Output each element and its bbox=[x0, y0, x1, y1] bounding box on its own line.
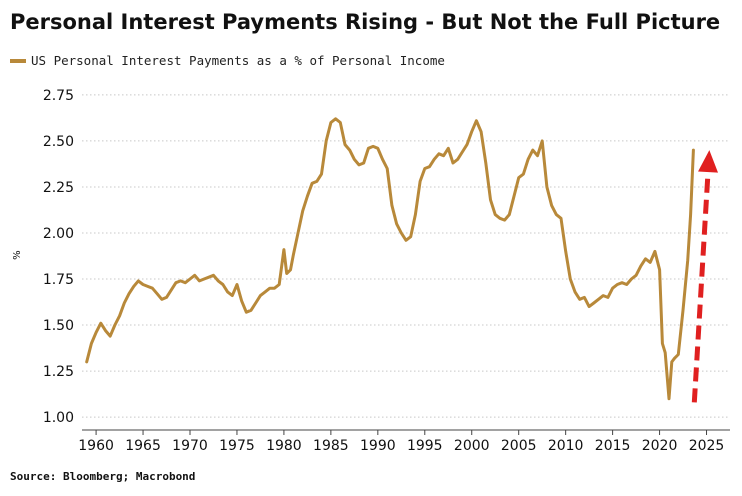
x-tick-label: 2000 bbox=[454, 438, 490, 454]
y-tick-label: 1.25 bbox=[43, 364, 74, 380]
trend-arrow-shaft-0 bbox=[691, 171, 711, 403]
source-note: Source: Bloomberg; Macrobond bbox=[10, 470, 196, 483]
x-tick-label: 1970 bbox=[172, 438, 208, 454]
x-tick-label: 2020 bbox=[642, 438, 678, 454]
x-tick-label: 1995 bbox=[407, 438, 443, 454]
x-tick-label: 1985 bbox=[313, 438, 349, 454]
y-axis: 1.00 1.25 1.50 1.75 2.00 2.25 2.50 2.75% bbox=[12, 88, 74, 426]
y-tick-label: 2.25 bbox=[43, 180, 74, 196]
series-layer bbox=[85, 117, 695, 401]
x-tick-label: 2015 bbox=[595, 438, 631, 454]
y-tick-label: 1.00 bbox=[43, 410, 74, 426]
x-tick-label: 2025 bbox=[689, 438, 725, 454]
x-tick-label: 1960 bbox=[78, 438, 114, 454]
annotation-layer bbox=[691, 150, 719, 403]
x-tick-label: 1980 bbox=[266, 438, 302, 454]
trend-arrow-head-0 bbox=[698, 150, 719, 173]
legend-label: US Personal Interest Payments as a % of … bbox=[31, 53, 445, 68]
gridlines bbox=[82, 94, 730, 418]
x-tick-label: 1975 bbox=[219, 438, 255, 454]
series-line-0 bbox=[85, 117, 695, 401]
x-tick-label: 1990 bbox=[360, 438, 396, 454]
legend: US Personal Interest Payments as a % of … bbox=[10, 53, 445, 68]
x-tick-label: 2005 bbox=[501, 438, 537, 454]
x-tick-label: 2010 bbox=[548, 438, 584, 454]
y-tick-label: 2.50 bbox=[43, 134, 74, 150]
y-tick-label: 1.50 bbox=[43, 318, 74, 334]
x-axis: 1960 1965 1970 1975 1980 1985 1990 1995 2000 2005… bbox=[78, 429, 730, 454]
legend-swatch bbox=[10, 58, 26, 63]
x-tick-label: 1965 bbox=[125, 438, 161, 454]
chart-title: Personal Interest Payments Rising - But … bbox=[10, 10, 721, 34]
y-axis-label: % bbox=[12, 250, 23, 260]
y-tick-label: 2.00 bbox=[43, 226, 74, 242]
y-tick-label: 2.75 bbox=[43, 88, 74, 104]
y-tick-label: 1.75 bbox=[43, 272, 74, 288]
